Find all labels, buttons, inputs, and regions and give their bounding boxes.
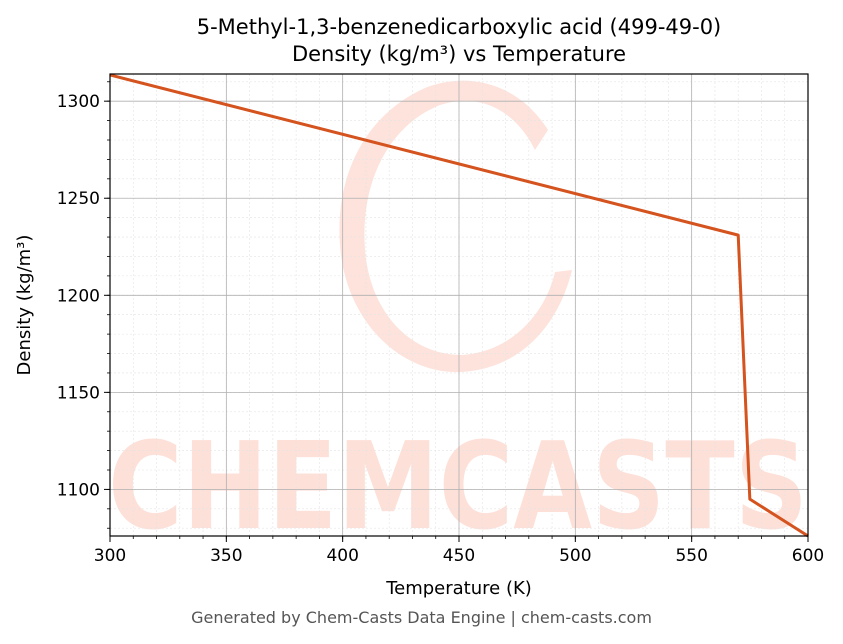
chart-title-line2: Density (kg/m³) vs Temperature [292,42,626,66]
series-group [109,73,809,538]
watermark-logo-swirl [339,80,572,373]
y-tick-label: 1150 [57,383,100,403]
x-axis: 300 350 400 450 500 550 600 [94,536,824,566]
watermark: CHEMCASTS [108,80,808,557]
x-tick-label: 450 [443,546,475,566]
x-tick-label: 350 [210,546,242,566]
major-grid [109,74,809,536]
x-tick-label: 550 [675,546,707,566]
footer-credit: Generated by Chem-Casts Data Engine | ch… [191,608,652,627]
y-tick-label: 1250 [57,189,100,209]
x-tick-label: 600 [792,546,824,566]
y-axis-label: Density (kg/m³) [14,235,35,376]
y-tick-label: 1300 [57,92,100,112]
y-tick-label: 1200 [57,286,100,306]
x-tick-label: 500 [559,546,591,566]
x-axis-label: Temperature (K) [385,578,532,599]
x-tick-label: 400 [326,546,358,566]
chart-title-line1: 5-Methyl-1,3-benzenedicarboxylic acid (4… [197,15,722,39]
y-axis: 1100 1150 1200 1250 1300 [57,81,110,529]
x-tick-label: 300 [94,546,126,566]
density-series-line [109,73,809,538]
y-tick-label: 1100 [57,480,100,500]
